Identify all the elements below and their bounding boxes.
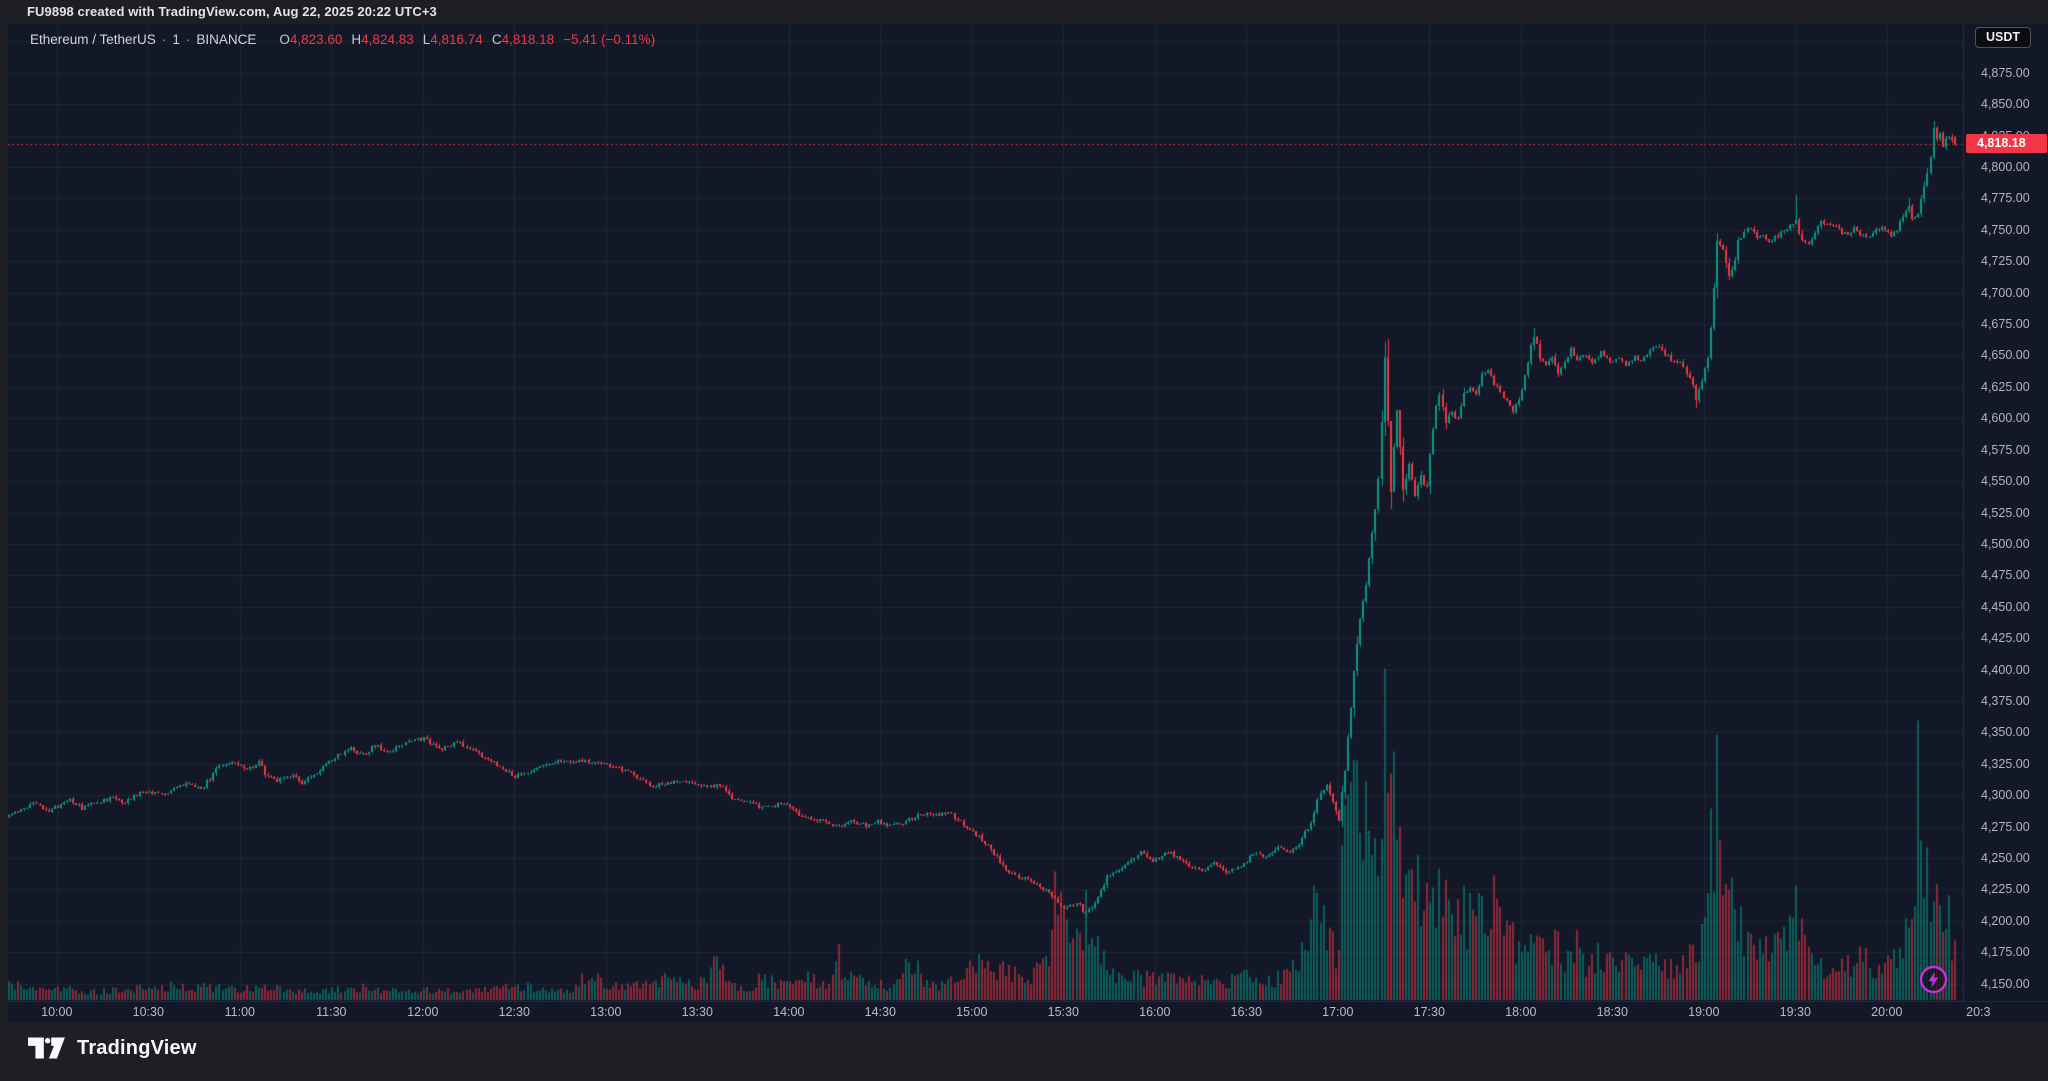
time-scale[interactable]: 10:00 10:30 11:00 11:30 12:00 12:30 13:00 13:30… [0, 1001, 2048, 1022]
price-tick-label: 4,300.00 [1981, 788, 2030, 803]
price-tick-label: 4,800.00 [1981, 159, 2030, 174]
symbol-name: Ethereum / TetherUS [30, 32, 156, 47]
price-tick-label: 4,575.00 [1981, 442, 2030, 457]
low-value: 4,816.74 [430, 32, 483, 47]
exchange-label: BINANCE [196, 32, 257, 47]
price-tick-label: 4,600.00 [1981, 411, 2030, 426]
lightning-icon [1919, 965, 1948, 994]
price-tick-label: 4,675.00 [1981, 317, 2030, 332]
price-tick-label: 4,275.00 [1981, 819, 2030, 834]
open-label: O [279, 32, 290, 47]
price-tick-label: 4,750.00 [1981, 222, 2030, 237]
flash-boost-button[interactable] [1919, 965, 1948, 994]
time-tick-label: 15:30 [1047, 1005, 1079, 1019]
time-tick-label: 15:00 [956, 1005, 988, 1019]
high-value: 4,824.83 [361, 32, 414, 47]
time-tick-label: 12:30 [498, 1005, 530, 1019]
tradingview-logo[interactable]: TradingView [27, 1036, 197, 1060]
price-tick-label: 4,650.00 [1981, 348, 2030, 363]
time-tick-label: 18:00 [1505, 1005, 1537, 1019]
time-tick-label: 17:30 [1413, 1005, 1445, 1019]
price-tick-label: 4,350.00 [1981, 725, 2030, 740]
price-scale[interactable]: 4,150.00 4,175.00 4,200.00 4,225.00 4,250.00… [1966, 24, 2048, 1001]
time-tick-label: 16:00 [1139, 1005, 1171, 1019]
price-tick-label: 4,875.00 [1981, 65, 2030, 80]
price-tick-label: 4,450.00 [1981, 599, 2030, 614]
time-tick-label: 10:30 [132, 1005, 164, 1019]
time-tick-label: 12:00 [407, 1005, 439, 1019]
time-tick-label: 17:00 [1322, 1005, 1354, 1019]
price-tick-label: 4,175.00 [1981, 945, 2030, 960]
time-tick-label: 11:00 [224, 1005, 255, 1019]
price-tick-label: 4,150.00 [1981, 976, 2030, 991]
time-tick-label: 19:30 [1779, 1005, 1811, 1019]
price-tick-label: 4,700.00 [1981, 285, 2030, 300]
attribution-text: FU9898 created with TradingView.com, Aug… [27, 4, 437, 19]
time-tick-label: 10:00 [41, 1005, 73, 1019]
price-tick-label: 4,625.00 [1981, 379, 2030, 394]
legend-separator-2: · [185, 32, 191, 47]
price-tick-label: 4,550.00 [1981, 474, 2030, 489]
time-tick-label: 18:30 [1596, 1005, 1628, 1019]
tradingview-logo-icon [28, 1037, 65, 1059]
close-label: C [491, 32, 502, 47]
time-tick-label: 19:00 [1688, 1005, 1720, 1019]
time-tick-label: 14:30 [864, 1005, 896, 1019]
price-tick-label: 4,500.00 [1981, 536, 2030, 551]
last-price-badge: 4,818.18 [1966, 134, 2047, 153]
time-tick-label: 20:00 [1871, 1005, 1903, 1019]
open-value: 4,823.60 [289, 32, 343, 47]
time-tick-label: 11:30 [316, 1005, 347, 1019]
time-tick-label: 14:00 [773, 1005, 805, 1019]
price-tick-label: 4,400.00 [1981, 662, 2030, 677]
attribution-bar [0, 0, 2048, 24]
quote-currency-badge[interactable]: USDT [1975, 27, 2032, 48]
legend-separator: · [161, 32, 167, 47]
time-tick-label: 13:00 [590, 1005, 622, 1019]
time-tick-label: 20:3 [1966, 1005, 1991, 1019]
close-value: 4,818.18 [501, 32, 555, 47]
price-tick-label: 4,250.00 [1981, 851, 2030, 866]
price-tick-label: 4,850.00 [1981, 97, 2030, 112]
price-tick-label: 4,200.00 [1981, 913, 2030, 928]
tradingview-logo-text: TradingView [77, 1036, 197, 1059]
price-tick-label: 4,525.00 [1981, 505, 2030, 520]
interval-label: 1 [172, 32, 180, 47]
change-value: −5.41 (−0.11%) [563, 32, 656, 47]
high-label: H [351, 32, 362, 47]
price-tick-label: 4,225.00 [1981, 882, 2030, 897]
time-tick-label: 13:30 [681, 1005, 713, 1019]
price-tick-label: 4,325.00 [1981, 756, 2030, 771]
price-tick-label: 4,725.00 [1981, 254, 2030, 269]
price-tick-label: 4,425.00 [1981, 631, 2030, 646]
price-tick-label: 4,375.00 [1981, 694, 2030, 708]
price-tick-label: 4,775.00 [1981, 191, 2030, 206]
footer-bar [0, 1022, 2048, 1081]
low-label: L [422, 32, 431, 47]
time-tick-label: 16:30 [1230, 1005, 1262, 1019]
chart-legend: Ethereum / TetherUS · 1 · BINANCE O4,823.60 H4… [30, 32, 655, 47]
ohlc-readout: O4,823.60 H4,824.83 L4,816.74 C4,818.18 −5.4… [270, 32, 655, 47]
price-tick-label: 4,475.00 [1981, 568, 2030, 583]
